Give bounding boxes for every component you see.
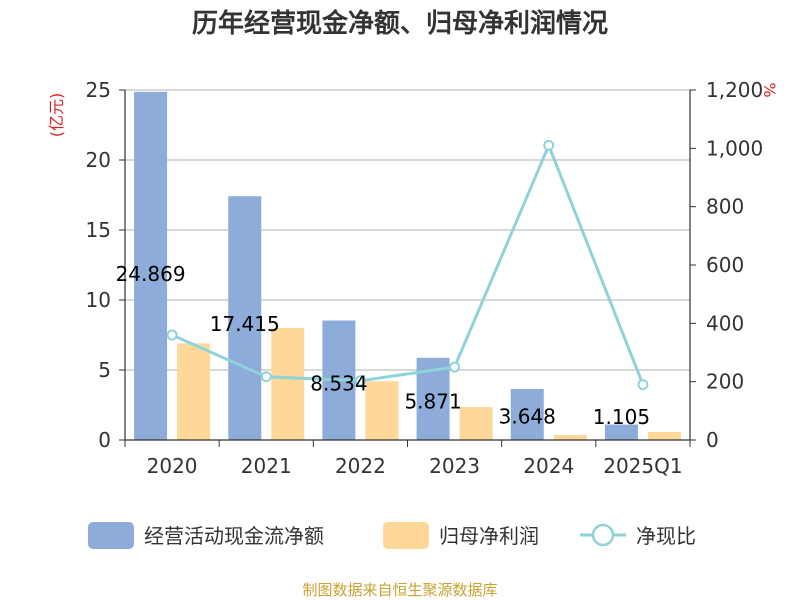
bar-cashflow xyxy=(510,388,544,440)
data-label: 8.534 xyxy=(310,372,367,396)
y-left-tick-label: 5 xyxy=(98,358,111,382)
legend: 经营活动现金流净额 归母净利润 净现比 xyxy=(88,522,696,549)
y-right-tick-label: 600 xyxy=(706,253,744,277)
bar-net-profit xyxy=(365,381,399,440)
x-tick-label: 2023 xyxy=(429,454,480,478)
y-left-tick-label: 25 xyxy=(86,78,111,102)
bar-net-profit xyxy=(177,343,211,440)
legend-swatch xyxy=(383,522,429,549)
legend-label: 归母净利润 xyxy=(439,524,539,548)
legend-swatch-point xyxy=(591,523,615,547)
legend-label: 经营活动现金流净额 xyxy=(144,524,324,548)
y-left-tick-label: 10 xyxy=(86,288,111,312)
line-net-cash-ratio xyxy=(171,141,645,386)
y-right-tick-label: 1,200 xyxy=(706,78,763,102)
x-tick-label: 2020 xyxy=(147,454,198,478)
legend-swatch xyxy=(88,522,134,549)
bar-marks xyxy=(134,91,681,441)
y-right-tick-label: 1,000 xyxy=(706,136,763,160)
legend-net-profit: 归母净利润 xyxy=(383,522,539,549)
data-label: 5.871 xyxy=(404,390,461,414)
bar-cashflow xyxy=(134,91,168,441)
x-tick-label: 2021 xyxy=(241,454,292,478)
y-right-tick-label: 800 xyxy=(706,195,744,219)
data-label: 3.648 xyxy=(499,404,556,428)
data-labels: 24.869 17.415 8.534 5.871 3.648 1.105 xyxy=(116,262,650,429)
bar-cashflow xyxy=(604,424,638,440)
line-point xyxy=(637,379,649,391)
legend-label: 净现比 xyxy=(636,524,696,548)
bar-net-profit xyxy=(553,434,587,440)
y-right-tick-label: 400 xyxy=(706,311,744,335)
y-left-tick-label: 15 xyxy=(86,218,111,242)
bar-cashflow xyxy=(228,196,262,440)
x-tick-label: 2022 xyxy=(335,454,386,478)
bar-net-profit xyxy=(459,407,493,440)
bar-net-profit xyxy=(647,431,681,440)
y-right-tick-label: 0 xyxy=(706,428,719,452)
y-left-tick-label: 20 xyxy=(86,148,111,172)
line-point xyxy=(166,329,178,341)
data-label: 1.105 xyxy=(593,405,650,429)
line-point xyxy=(543,139,555,151)
line-point xyxy=(449,361,461,373)
y-left-tick-label: 0 xyxy=(98,428,111,452)
source-note: 制图数据来自恒生聚源数据库 xyxy=(302,581,497,599)
line-point xyxy=(260,371,272,383)
x-tick-label: 2025Q1 xyxy=(603,454,682,478)
y-right-unit: % xyxy=(760,82,779,97)
data-label: 17.415 xyxy=(210,312,280,336)
line-point xyxy=(354,375,366,387)
legend-cashflow: 经营活动现金流净额 xyxy=(88,522,324,549)
axes: 0 5 10 15 20 25 0 200 400 600 800 1,000 1,200 2020 202… xyxy=(86,78,764,478)
chart-title: 历年经营现金净额、归母净利润情况 xyxy=(192,8,608,39)
y-left-unit: (亿元) xyxy=(47,93,66,138)
grid-lines xyxy=(125,89,690,371)
line-marks xyxy=(166,139,649,391)
bar-net-profit xyxy=(271,328,305,440)
x-tick-label: 2024 xyxy=(523,454,574,478)
legend-net-cash-ratio: 净现比 xyxy=(580,523,696,548)
y-right-tick-label: 200 xyxy=(706,370,744,394)
data-label: 24.869 xyxy=(116,262,186,286)
